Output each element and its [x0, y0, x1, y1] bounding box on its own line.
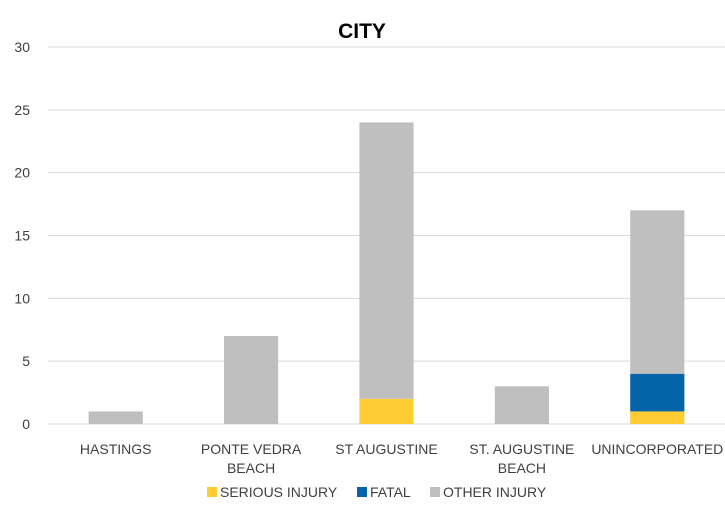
legend-label: OTHER INJURY [443, 484, 547, 500]
bar-segment-other-injury [630, 210, 685, 374]
chart-title: CITY [338, 20, 386, 43]
x-tick-label: PONTE VEDRA [201, 441, 302, 457]
y-tick-label: 25 [14, 102, 30, 118]
y-tick-label: 15 [14, 228, 30, 244]
y-tick-label: 5 [22, 353, 30, 369]
x-tick-label: ST AUGUSTINE [335, 441, 437, 457]
legend-swatch [357, 487, 367, 497]
legend: SERIOUS INJURY FATAL OTHER INJURY [207, 484, 547, 500]
bar-segment-fatal [630, 373, 685, 412]
y-tick-label: 0 [22, 416, 30, 432]
bar-segment-serious-injury [359, 398, 414, 424]
y-tick-label: 20 [14, 165, 30, 181]
legend-label: FATAL [370, 484, 411, 500]
legend-label: SERIOUS INJURY [220, 484, 338, 500]
bar-segment-other-injury [494, 386, 549, 424]
legend-swatch [430, 487, 440, 497]
bar-segment-other-injury [224, 336, 279, 424]
x-tick-label: BEACH [227, 460, 275, 476]
bar-segment-other-injury [88, 411, 143, 424]
y-tick-label: 10 [14, 290, 30, 306]
bar-segment-other-injury [359, 122, 414, 399]
x-tick-label: BEACH [498, 460, 546, 476]
x-tick-label: HASTINGS [80, 441, 152, 457]
x-tick-label: ST. AUGUSTINE [469, 441, 574, 457]
bars [88, 122, 685, 424]
y-axis-ticks: 0 5 10 15 20 25 30 [14, 39, 30, 432]
y-tick-label: 30 [14, 39, 30, 55]
x-axis-ticks: HASTINGS PONTE VEDRA BEACH ST AUGUSTINE ST. … [80, 441, 723, 476]
bar-segment-serious-injury [630, 411, 685, 424]
legend-swatch [207, 487, 217, 497]
x-tick-label: UNINCORPORATED [591, 441, 723, 457]
